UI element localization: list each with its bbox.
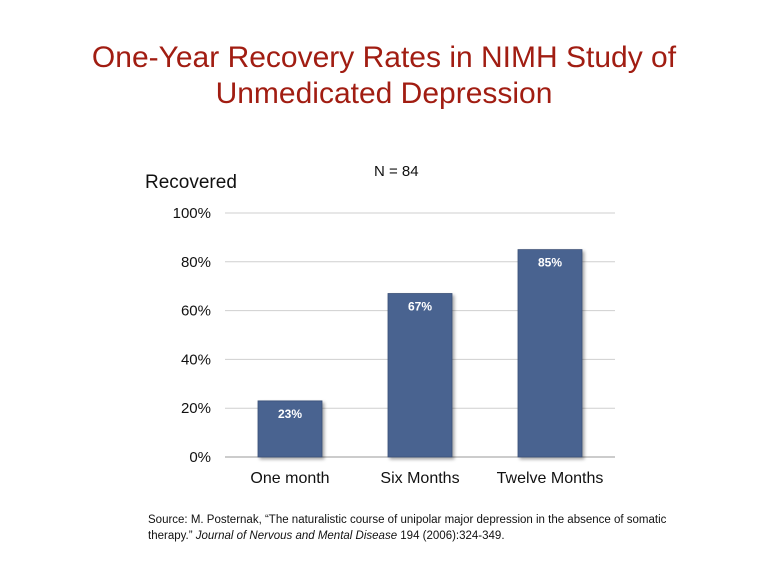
chart-title: One-Year Recovery Rates in NIMH Study of…	[0, 40, 768, 112]
title-line-2: Unmedicated Depression	[215, 77, 553, 110]
bar	[387, 293, 453, 458]
y-tick-label: 0%	[189, 449, 211, 466]
x-tick-label: Six Months	[380, 470, 459, 487]
source-suffix: 194 (2006):324-349.	[397, 530, 505, 542]
x-tick-label: Twelve Months	[497, 470, 604, 487]
data-label: 67%	[408, 300, 432, 314]
x-tick-label: One month	[250, 470, 329, 487]
y-tick-label: 60%	[181, 303, 211, 320]
source-citation: Source: M. Posternak, “The naturalistic …	[148, 512, 708, 544]
bars: 23% 67% 85%	[257, 249, 583, 458]
y-axis-label: Recovered	[145, 172, 237, 193]
y-tick-label: 20%	[181, 400, 211, 417]
bar	[257, 400, 323, 458]
y-tick-label: 40%	[181, 351, 211, 368]
sample-size-annotation: N = 84	[374, 163, 419, 180]
y-tick-label: 80%	[181, 254, 211, 271]
bar-chart: 0% 20% 40% 60% 80% 100% 23% 67% 85% One month Si…	[145, 163, 615, 487]
data-label: 85%	[538, 256, 562, 270]
y-axis-ticks: 0% 20% 40% 60% 80% 100%	[173, 205, 211, 466]
data-label: 23%	[278, 407, 302, 421]
title-line-1: One-Year Recovery Rates in NIMH Study of	[91, 41, 677, 74]
x-axis-ticks: One month Six Months Twelve Months	[250, 470, 603, 487]
source-prefix: Source: M. Posternak, “The naturalistic …	[148, 514, 667, 542]
source-journal: Journal of Nervous and Mental Disease	[195, 530, 398, 542]
y-tick-label: 100%	[173, 205, 211, 222]
bar	[517, 249, 583, 458]
